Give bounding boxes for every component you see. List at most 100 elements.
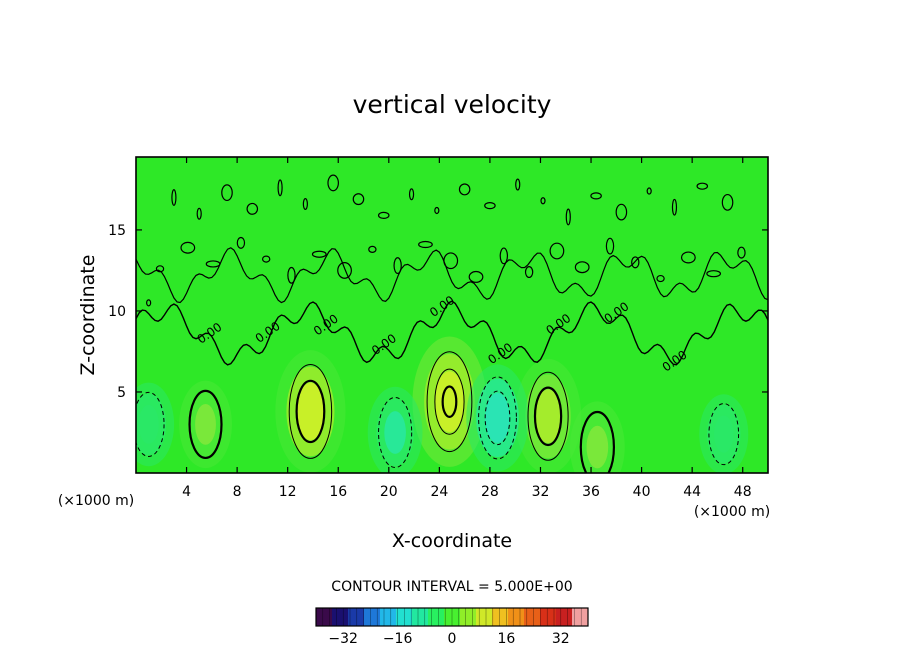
zero-contour-cell — [327, 174, 339, 192]
zero-contour-cell — [236, 236, 246, 249]
positive-contour-line — [426, 351, 473, 453]
negative-contour-line — [478, 376, 517, 460]
zero-contour-cell — [302, 197, 308, 210]
chart-title: vertical velocity — [353, 90, 552, 119]
zero-contour-cell — [721, 193, 734, 211]
positive-contour-line — [288, 363, 333, 459]
colorbar: −32 −16 0 16 32 — [315, 607, 589, 647]
x-tick-label: 16 — [329, 484, 347, 500]
zero-contour-cell — [408, 188, 415, 201]
x-tick-label: 12 — [279, 484, 297, 500]
x-unit-label-left: (×1000 m) — [58, 493, 134, 509]
positive-contour-line — [533, 386, 563, 447]
x-unit-label-right: (×1000 m) — [694, 504, 770, 520]
positive-contour-line — [579, 410, 616, 473]
colorbar-swatch — [492, 608, 509, 626]
colorbar-swatch — [556, 608, 573, 626]
x-tick-label: 4 — [182, 484, 191, 500]
zero-contour-cell — [458, 183, 471, 196]
zero-contour-cell — [484, 202, 496, 210]
x-tick-label: 24 — [430, 484, 448, 500]
zero-contour-cell — [277, 179, 283, 197]
colorbar-swatch — [540, 608, 557, 626]
zero-contour-cell — [524, 266, 534, 279]
negative-contour-line — [378, 396, 413, 469]
zero-contour-cell — [706, 270, 722, 278]
zero-contour-cell — [468, 270, 484, 283]
colorbar-swatch — [364, 608, 381, 626]
zero-contour-cell — [615, 203, 628, 221]
x-tick-label: 40 — [633, 484, 651, 500]
x-tick-label: 28 — [481, 484, 499, 500]
x-tick-label: 36 — [582, 484, 600, 500]
colorbar-swatch — [572, 608, 589, 626]
negative-contour-line — [484, 390, 511, 446]
colorbar-tick-label: 0 — [448, 631, 457, 647]
zero-contour-cell — [574, 261, 590, 274]
colorbar-tick-label: 32 — [552, 631, 570, 647]
x-axis: 4 8 12 16 20 24 28 32 36 40 44 48 — [182, 157, 752, 500]
colorbar-frame — [315, 607, 589, 627]
zero-contour-cell — [696, 182, 709, 190]
zero-contour-cell — [590, 192, 602, 200]
x-tick-label: 44 — [683, 484, 701, 500]
colorbar-swatch — [524, 608, 541, 626]
x-tick-label: 48 — [734, 484, 752, 500]
colorbar-swatch — [460, 608, 477, 626]
downdraft-core — [384, 411, 406, 454]
colorbar-swatch — [428, 608, 445, 626]
contour-lines — [136, 174, 768, 473]
colorbar-swatch — [332, 608, 349, 626]
zero-contour-cell — [499, 247, 509, 265]
zero-contour-cell — [737, 246, 746, 259]
y-axis-title: Z-coordinate — [77, 255, 99, 376]
x-tick-label: 32 — [532, 484, 550, 500]
zero-contour-cell — [337, 262, 352, 279]
updraft-core — [534, 389, 562, 444]
zero-contour-cell — [680, 251, 696, 264]
zero-contour-cell — [171, 189, 177, 206]
colorbar-tick-label: 16 — [497, 631, 515, 647]
zero-contour-cell — [205, 260, 221, 268]
y-axis: 5 10 15 — [108, 223, 768, 401]
positive-contour-line — [441, 385, 458, 418]
zero-contour-line — [136, 300, 768, 366]
zero-contour-cell — [549, 242, 565, 260]
colorbar-swatch — [508, 608, 525, 626]
zero-contour-cell — [221, 184, 233, 202]
zero-contour-cell — [443, 252, 459, 270]
y-tick-label: 5 — [117, 385, 126, 401]
updraft-core — [586, 425, 609, 469]
x-tick-label: 20 — [380, 484, 398, 500]
positive-contour-line — [295, 379, 326, 444]
x-tick-label: 8 — [233, 484, 242, 500]
zero-contour-line — [136, 247, 768, 304]
zero-contour-cell — [155, 265, 165, 273]
colorbar-swatch — [316, 608, 333, 626]
zero-contour-cell — [311, 250, 327, 258]
zero-contour-cell — [393, 257, 402, 274]
zero-contour-cell — [540, 197, 546, 205]
zero-contour-cell — [418, 240, 433, 249]
zero-contour-cell — [261, 255, 271, 263]
colorbar-swatch — [380, 608, 397, 626]
x-axis-title: X-coordinate — [392, 530, 512, 552]
zero-contour-cell — [180, 241, 196, 254]
updraft-core — [296, 382, 325, 441]
plot-area: 0.00 0.00 0.000.000.000.000.00 0.000.00 — [135, 156, 769, 474]
positive-contour-line — [527, 371, 569, 461]
zero-contour-cell — [631, 256, 640, 269]
colorbar-swatch — [348, 608, 365, 626]
colorbar-tick-label: −32 — [328, 631, 358, 647]
y-tick-label: 10 — [108, 304, 126, 320]
zero-contour-cell — [287, 266, 296, 284]
positive-contour-line — [188, 389, 223, 460]
zero-contour-cell — [146, 299, 152, 307]
colorbar-swatch — [412, 608, 429, 626]
zero-contour-cell — [246, 202, 259, 215]
negative-contour-line — [136, 391, 165, 457]
updraft-core — [434, 371, 465, 433]
zero-contour-cell — [605, 237, 615, 255]
zero-contour-cell — [434, 206, 440, 215]
